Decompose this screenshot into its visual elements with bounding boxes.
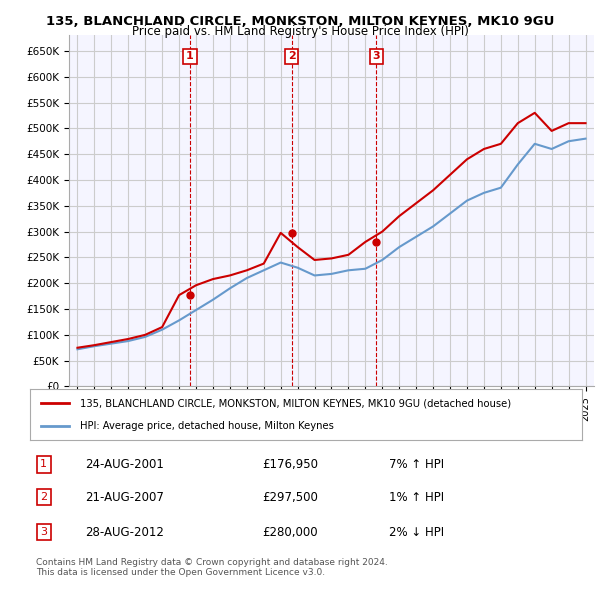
- Text: 24-AUG-2001: 24-AUG-2001: [85, 458, 164, 471]
- Text: £176,950: £176,950: [262, 458, 318, 471]
- Text: 3: 3: [40, 527, 47, 537]
- Text: HPI: Average price, detached house, Milton Keynes: HPI: Average price, detached house, Milt…: [80, 421, 334, 431]
- Text: 1: 1: [186, 51, 194, 61]
- Text: 1% ↑ HPI: 1% ↑ HPI: [389, 490, 444, 504]
- Text: 7% ↑ HPI: 7% ↑ HPI: [389, 458, 444, 471]
- Text: 1: 1: [40, 460, 47, 469]
- Text: 3: 3: [373, 51, 380, 61]
- Text: £280,000: £280,000: [262, 526, 317, 539]
- Text: 135, BLANCHLAND CIRCLE, MONKSTON, MILTON KEYNES, MK10 9GU (detached house): 135, BLANCHLAND CIRCLE, MONKSTON, MILTON…: [80, 398, 511, 408]
- Text: £297,500: £297,500: [262, 490, 318, 504]
- Text: Price paid vs. HM Land Registry's House Price Index (HPI): Price paid vs. HM Land Registry's House …: [131, 25, 469, 38]
- Text: 135, BLANCHLAND CIRCLE, MONKSTON, MILTON KEYNES, MK10 9GU: 135, BLANCHLAND CIRCLE, MONKSTON, MILTON…: [46, 15, 554, 28]
- Text: 2% ↓ HPI: 2% ↓ HPI: [389, 526, 444, 539]
- Text: 21-AUG-2007: 21-AUG-2007: [85, 490, 164, 504]
- Text: 2: 2: [288, 51, 295, 61]
- Text: 2: 2: [40, 492, 47, 502]
- Text: 28-AUG-2012: 28-AUG-2012: [85, 526, 164, 539]
- Text: Contains HM Land Registry data © Crown copyright and database right 2024.
This d: Contains HM Land Registry data © Crown c…: [36, 558, 388, 577]
